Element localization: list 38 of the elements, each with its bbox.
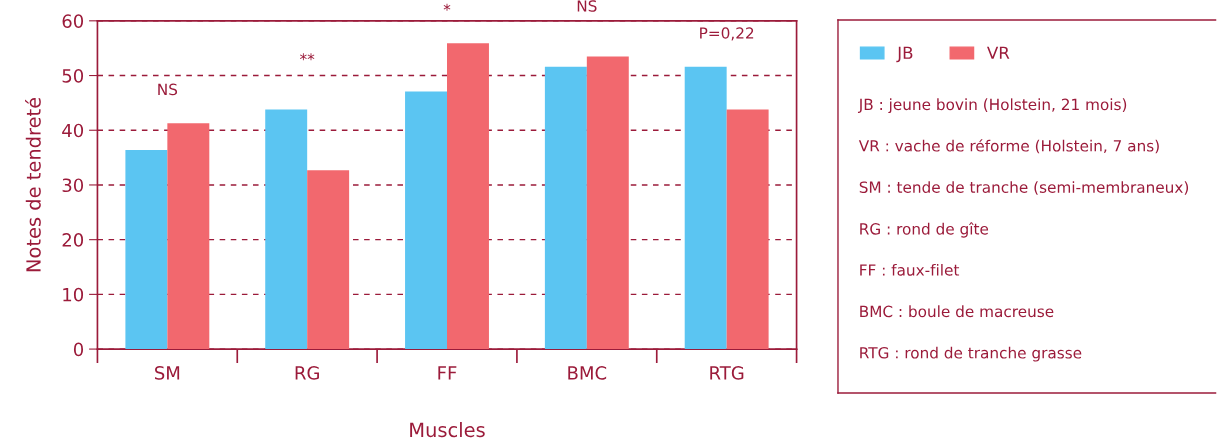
bar	[265, 109, 308, 350]
y-tick-label: 10	[63, 287, 84, 302]
text: *	[443, 3, 451, 11]
text: RTG : rond de tranche grasse	[860, 346, 1082, 362]
bar	[125, 149, 168, 350]
bar	[405, 91, 448, 350]
bar	[307, 170, 350, 350]
legend-label: VR	[987, 46, 1010, 59]
bar	[586, 56, 629, 350]
annotation: P=0,22	[700, 27, 754, 41]
annotation: **	[300, 53, 315, 61]
bar	[726, 109, 769, 350]
text: SM : tende de tranche (semi-membraneux)	[859, 181, 1189, 195]
bar	[684, 66, 727, 350]
text: JB : jeune bovin (Holstein, 21 mois)	[857, 98, 1127, 114]
y-tick-label: 0	[73, 342, 84, 357]
x-tick-label: FF	[438, 366, 457, 380]
y-tick-label: 50	[62, 68, 84, 83]
y-tick-label: 60	[62, 14, 84, 28]
y-axis-title: Notes de tendreté	[25, 97, 41, 272]
x-tick-label: SM	[155, 366, 180, 380]
x-tick-label: RTG	[710, 366, 744, 380]
x-tick-label: RG	[295, 366, 319, 380]
text: RG : rond de gîte	[860, 222, 989, 238]
bar	[167, 123, 210, 350]
text: FF : faux-filet	[860, 263, 960, 276]
text: BMC : boule de macreuse	[860, 305, 1054, 318]
bar	[447, 43, 489, 350]
y-tick-label: 30	[62, 178, 84, 193]
y-tick-label: 40	[62, 123, 84, 138]
x-tick-label: BMC	[568, 366, 607, 380]
text: NS	[577, 0, 597, 12]
y-tick-label: 20	[62, 233, 84, 247]
x-axis-title: Muscles	[410, 422, 485, 438]
legend-label: JB	[896, 46, 913, 63]
bar	[544, 66, 587, 350]
text: VR : vache de réforme (Holstein, 7 ans)	[858, 139, 1159, 154]
annotation: NS	[158, 83, 178, 96]
